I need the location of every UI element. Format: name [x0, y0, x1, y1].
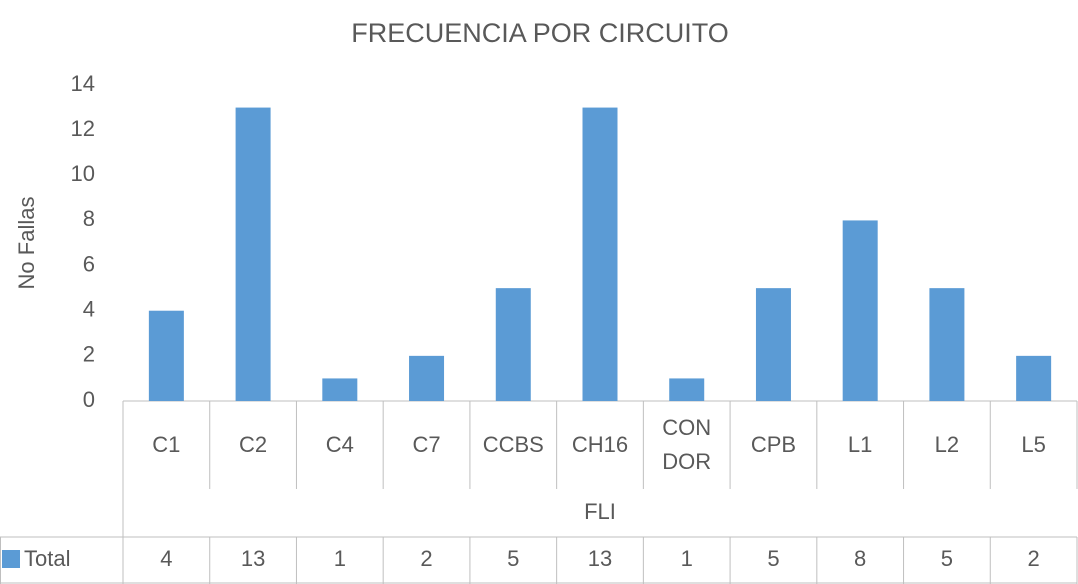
table-value: 5 [941, 546, 953, 571]
y-tick-label: 0 [83, 387, 95, 412]
x-tick-text: CH16 [571, 432, 629, 457]
bar [1016, 355, 1052, 401]
table-value: 2 [420, 546, 432, 571]
x-tick-label: C2 [210, 401, 297, 489]
x-tick-label: CCBS [470, 401, 557, 489]
table-value: 4 [160, 546, 172, 571]
y-tick-label: 2 [83, 342, 95, 367]
x-tick-label: C1 [123, 401, 210, 489]
table-value: 5 [507, 546, 519, 571]
table-value: 13 [588, 546, 612, 571]
y-tick-label: 14 [71, 71, 95, 96]
x-axis-title: FLI [584, 499, 616, 524]
x-tick-text: CPB [750, 432, 797, 457]
bar [929, 288, 965, 401]
x-tick-text: C7 [412, 432, 441, 457]
bar [322, 378, 358, 401]
x-tick-text: C4 [325, 432, 354, 457]
y-tick-label: 6 [83, 251, 95, 276]
y-tick-label: 10 [71, 161, 95, 186]
x-tick-text: L2 [934, 432, 960, 457]
legend-key [2, 550, 20, 568]
x-tick-label: L2 [904, 401, 991, 489]
table-value: 8 [854, 546, 866, 571]
bar [755, 288, 791, 401]
x-tick-text: CCBS [482, 432, 544, 457]
x-tick-text: L1 [847, 432, 873, 457]
x-tick-label: L1 [817, 401, 904, 489]
table-value: 2 [1028, 546, 1040, 571]
x-tick-label: CPB [730, 401, 817, 489]
x-tick-text: L5 [1021, 432, 1046, 457]
y-tick-label: 8 [83, 206, 95, 231]
x-tick-label: L5 [990, 401, 1077, 489]
bar [235, 107, 271, 402]
y-axis-title: No Fallas [14, 197, 39, 290]
table-value: 5 [767, 546, 779, 571]
x-tick-text: C2 [239, 432, 268, 457]
y-tick-label: 4 [83, 297, 95, 322]
chart-title: FRECUENCIA POR CIRCUITO [351, 18, 729, 48]
table-value: 1 [334, 546, 346, 571]
x-tick-label: C7 [383, 401, 470, 489]
bar [582, 107, 618, 402]
x-tick-label: CH16 [557, 401, 644, 489]
bar [495, 288, 531, 401]
bar [842, 220, 878, 401]
table-value: 1 [681, 546, 693, 571]
legend-label: Total [24, 546, 70, 571]
x-tick-text: CON DOR [662, 415, 712, 474]
x-tick-label: C4 [296, 401, 383, 489]
bar [409, 355, 445, 401]
bar [669, 378, 705, 401]
x-tick-label: CON DOR [643, 401, 730, 489]
table-value: 13 [241, 546, 265, 571]
y-tick-label: 12 [71, 116, 95, 141]
x-tick-text: C1 [152, 432, 181, 457]
bar [148, 310, 184, 401]
